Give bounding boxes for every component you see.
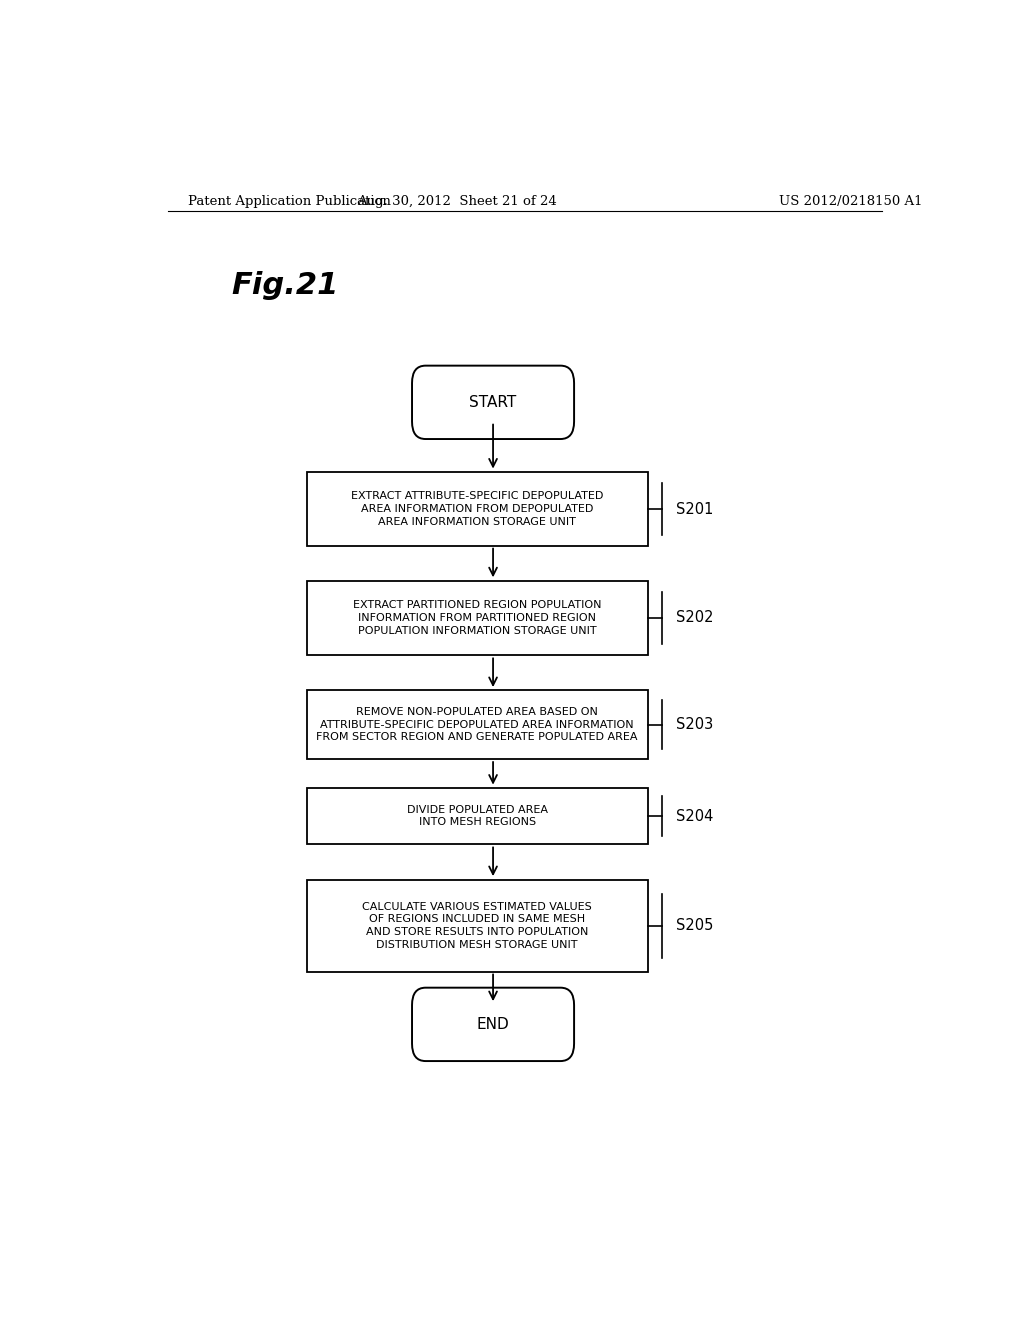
Text: Patent Application Publication: Patent Application Publication <box>187 194 390 207</box>
Text: Fig.21: Fig.21 <box>231 271 339 300</box>
Text: CALCULATE VARIOUS ESTIMATED VALUES
OF REGIONS INCLUDED IN SAME MESH
AND STORE RE: CALCULATE VARIOUS ESTIMATED VALUES OF RE… <box>362 902 592 950</box>
FancyBboxPatch shape <box>306 581 648 655</box>
Text: S202: S202 <box>677 610 714 626</box>
FancyBboxPatch shape <box>306 473 648 546</box>
Text: EXTRACT PARTITIONED REGION POPULATION
INFORMATION FROM PARTITIONED REGION
POPULA: EXTRACT PARTITIONED REGION POPULATION IN… <box>353 601 601 636</box>
FancyBboxPatch shape <box>306 880 648 972</box>
Text: DIVIDE POPULATED AREA
INTO MESH REGIONS: DIVIDE POPULATED AREA INTO MESH REGIONS <box>407 805 548 828</box>
Text: START: START <box>469 395 517 409</box>
Text: REMOVE NON-POPULATED AREA BASED ON
ATTRIBUTE-SPECIFIC DEPOPULATED AREA INFORMATI: REMOVE NON-POPULATED AREA BASED ON ATTRI… <box>316 706 638 742</box>
Text: END: END <box>477 1016 509 1032</box>
Text: EXTRACT ATTRIBUTE-SPECIFIC DEPOPULATED
AREA INFORMATION FROM DEPOPULATED
AREA IN: EXTRACT ATTRIBUTE-SPECIFIC DEPOPULATED A… <box>351 491 603 527</box>
FancyBboxPatch shape <box>412 987 574 1061</box>
Text: S201: S201 <box>677 502 714 516</box>
Text: Aug. 30, 2012  Sheet 21 of 24: Aug. 30, 2012 Sheet 21 of 24 <box>357 194 557 207</box>
FancyBboxPatch shape <box>412 366 574 440</box>
Text: US 2012/0218150 A1: US 2012/0218150 A1 <box>778 194 923 207</box>
Text: S205: S205 <box>677 919 714 933</box>
FancyBboxPatch shape <box>306 690 648 759</box>
FancyBboxPatch shape <box>306 788 648 843</box>
Text: S203: S203 <box>677 717 714 733</box>
Text: S204: S204 <box>677 809 714 824</box>
